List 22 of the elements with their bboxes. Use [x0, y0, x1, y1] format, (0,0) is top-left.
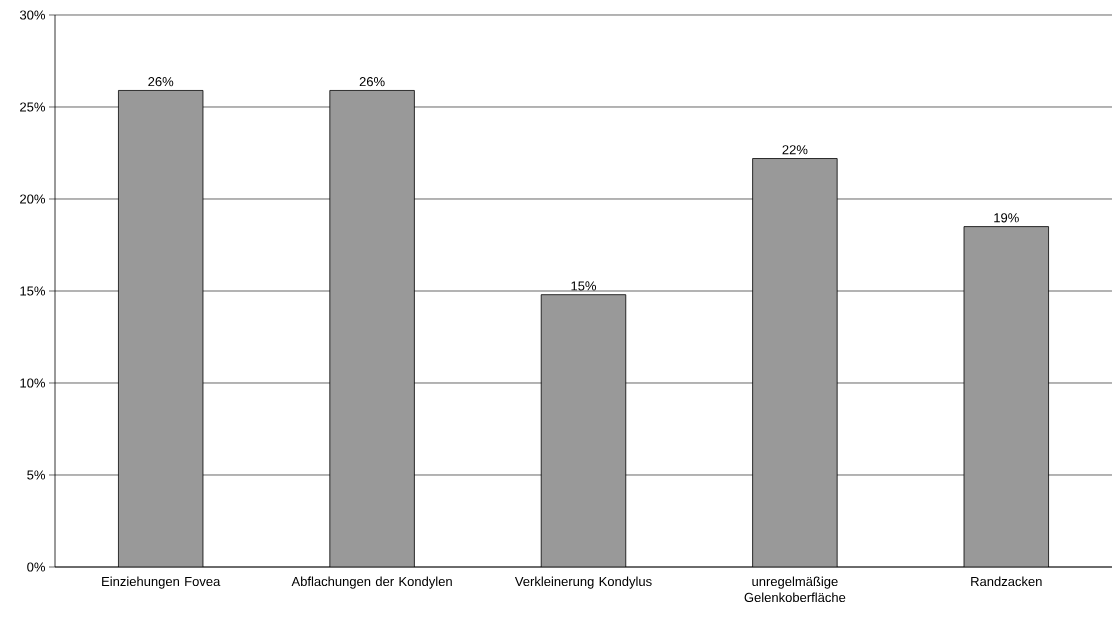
x-tick-label: unregelmäßige Gelenkoberfläche: [744, 576, 846, 603]
bar: [329, 90, 415, 567]
y-tick-label: 0%: [27, 562, 46, 572]
y-tick-label: 15%: [20, 286, 46, 296]
bar: [963, 226, 1049, 567]
data-label: 19%: [994, 213, 1019, 223]
bar: [118, 90, 203, 567]
y-tick-label: 10%: [20, 378, 46, 388]
bar: [752, 158, 838, 567]
data-label: 26%: [359, 77, 385, 87]
data-label: 15%: [571, 281, 597, 291]
y-tick-label: 25%: [20, 102, 46, 112]
y-tick-label: 30%: [19, 10, 46, 20]
y-tick-label: 5%: [27, 470, 46, 480]
bar: [541, 294, 626, 567]
data-label: 22%: [782, 145, 808, 155]
data-label: 26%: [148, 77, 174, 87]
x-tick-label: Einziehungen Fovea: [102, 576, 221, 589]
x-tick-label: Verkleinerung Kondylus: [514, 576, 652, 589]
x-tick-label: Randzacken: [971, 576, 1042, 587]
y-tick-label: 20%: [20, 194, 46, 204]
x-tick-label: Abflachungen der Kondylen: [291, 576, 452, 589]
